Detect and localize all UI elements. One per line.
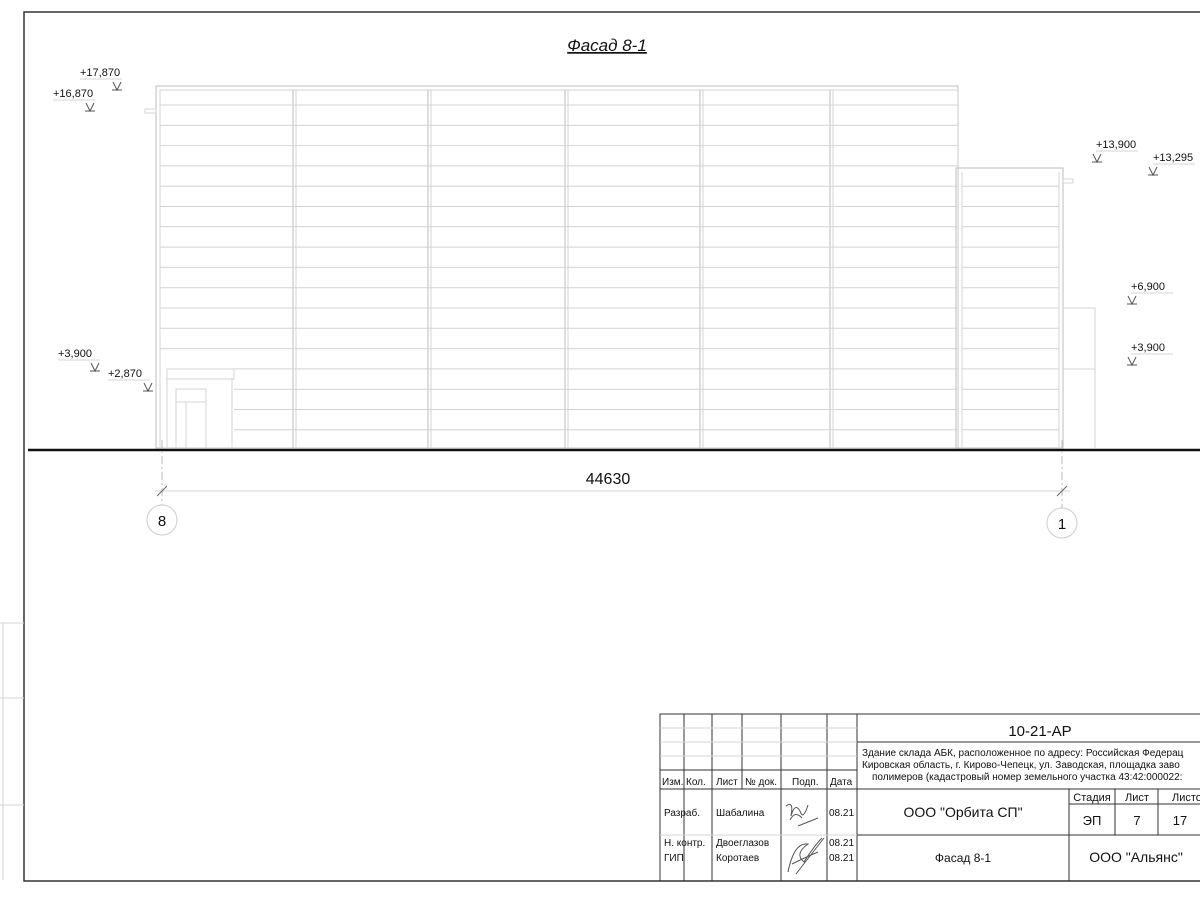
header-cell: Кол. [686,777,706,788]
sheets-label: Листо [1172,792,1200,804]
stage-label: Стадия [1073,792,1111,804]
level-label: +6,900 [1131,281,1165,293]
level-arrow-icon [1127,295,1137,306]
address-line-1: Здание склада АБК, расположенное по адре… [862,748,1184,759]
level-label: +13,900 [1096,139,1136,151]
stage-value: ЭП [1083,813,1102,828]
level-label: +17,870 [80,67,120,79]
level-mark: +16,870 [53,88,95,113]
level-arrow-icon [85,102,95,113]
sheets-value: 17 [1173,813,1187,828]
dimension-line [155,440,1070,508]
drawing-frame [23,11,1200,882]
role-date: 08.21 [829,853,854,864]
sheet-label: Лист [1125,792,1149,804]
level-arrow-icon [1148,166,1158,177]
role-date: 08.21 [829,838,854,849]
header-cell: Лист [716,777,738,788]
header-cell: № док. [745,777,777,788]
role-name: Коротаев [716,853,759,864]
level-arrow-icon [143,382,153,393]
signature-1 [785,803,819,827]
drawing-title: Фасад 8-1 [567,36,647,55]
address-line-3: полимеров (кадастровый номер земельного … [872,772,1182,783]
role-label: Н. контр. [664,838,705,849]
role-name: Шабалина [716,807,765,819]
level-label: +3,900 [1131,342,1165,354]
level-arrow-icon [90,362,100,373]
role-label: ГИП [664,853,684,864]
axis-marker-1 [1046,507,1078,539]
level-mark: +3,900 [58,348,100,373]
level-arrow-icon [112,81,122,92]
role-date: 08.21 [829,808,854,819]
sheet-name: Фасад 8-1 [935,851,991,865]
level-mark: +6,900 [1127,281,1173,306]
title-block [659,713,1200,882]
level-mark: +13,295 [1148,152,1195,177]
level-label: +3,900 [58,348,92,360]
level-mark: +2,870 [108,368,153,393]
address-line-2: Кировская область, г. Кирово-Чепецк, ул.… [862,759,1180,771]
level-mark: +17,870 [80,67,122,92]
level-arrow-icon [1127,356,1137,367]
header-cell: Изм. [662,777,683,788]
project-code: 10-21-AP [1008,723,1071,740]
level-label: +16,870 [53,88,93,100]
header-cell: Дата [830,777,853,788]
role-label: Разраб. [664,807,700,819]
sheet-value: 7 [1133,813,1140,828]
signature-2 [787,837,825,875]
left-margin-table [0,622,24,880]
role-name: Двоеглазов [716,838,769,849]
building-elevation [144,85,1096,449]
level-mark: +13,900 [1092,139,1138,164]
level-label: +13,295 [1153,152,1193,164]
axis-label-8: 8 [158,513,166,530]
axis-label-1: 1 [1058,516,1066,533]
company: ООО "Альянс" [1089,849,1183,865]
header-cell: Подп. [792,777,819,788]
dimension-value: 44630 [586,471,631,488]
axis-marker-8 [146,504,178,536]
level-mark: +3,900 [1127,342,1173,367]
level-arrow-icon [1092,153,1102,164]
level-label: +2,870 [108,368,142,380]
organization: ООО "Орбита СП" [903,804,1022,820]
